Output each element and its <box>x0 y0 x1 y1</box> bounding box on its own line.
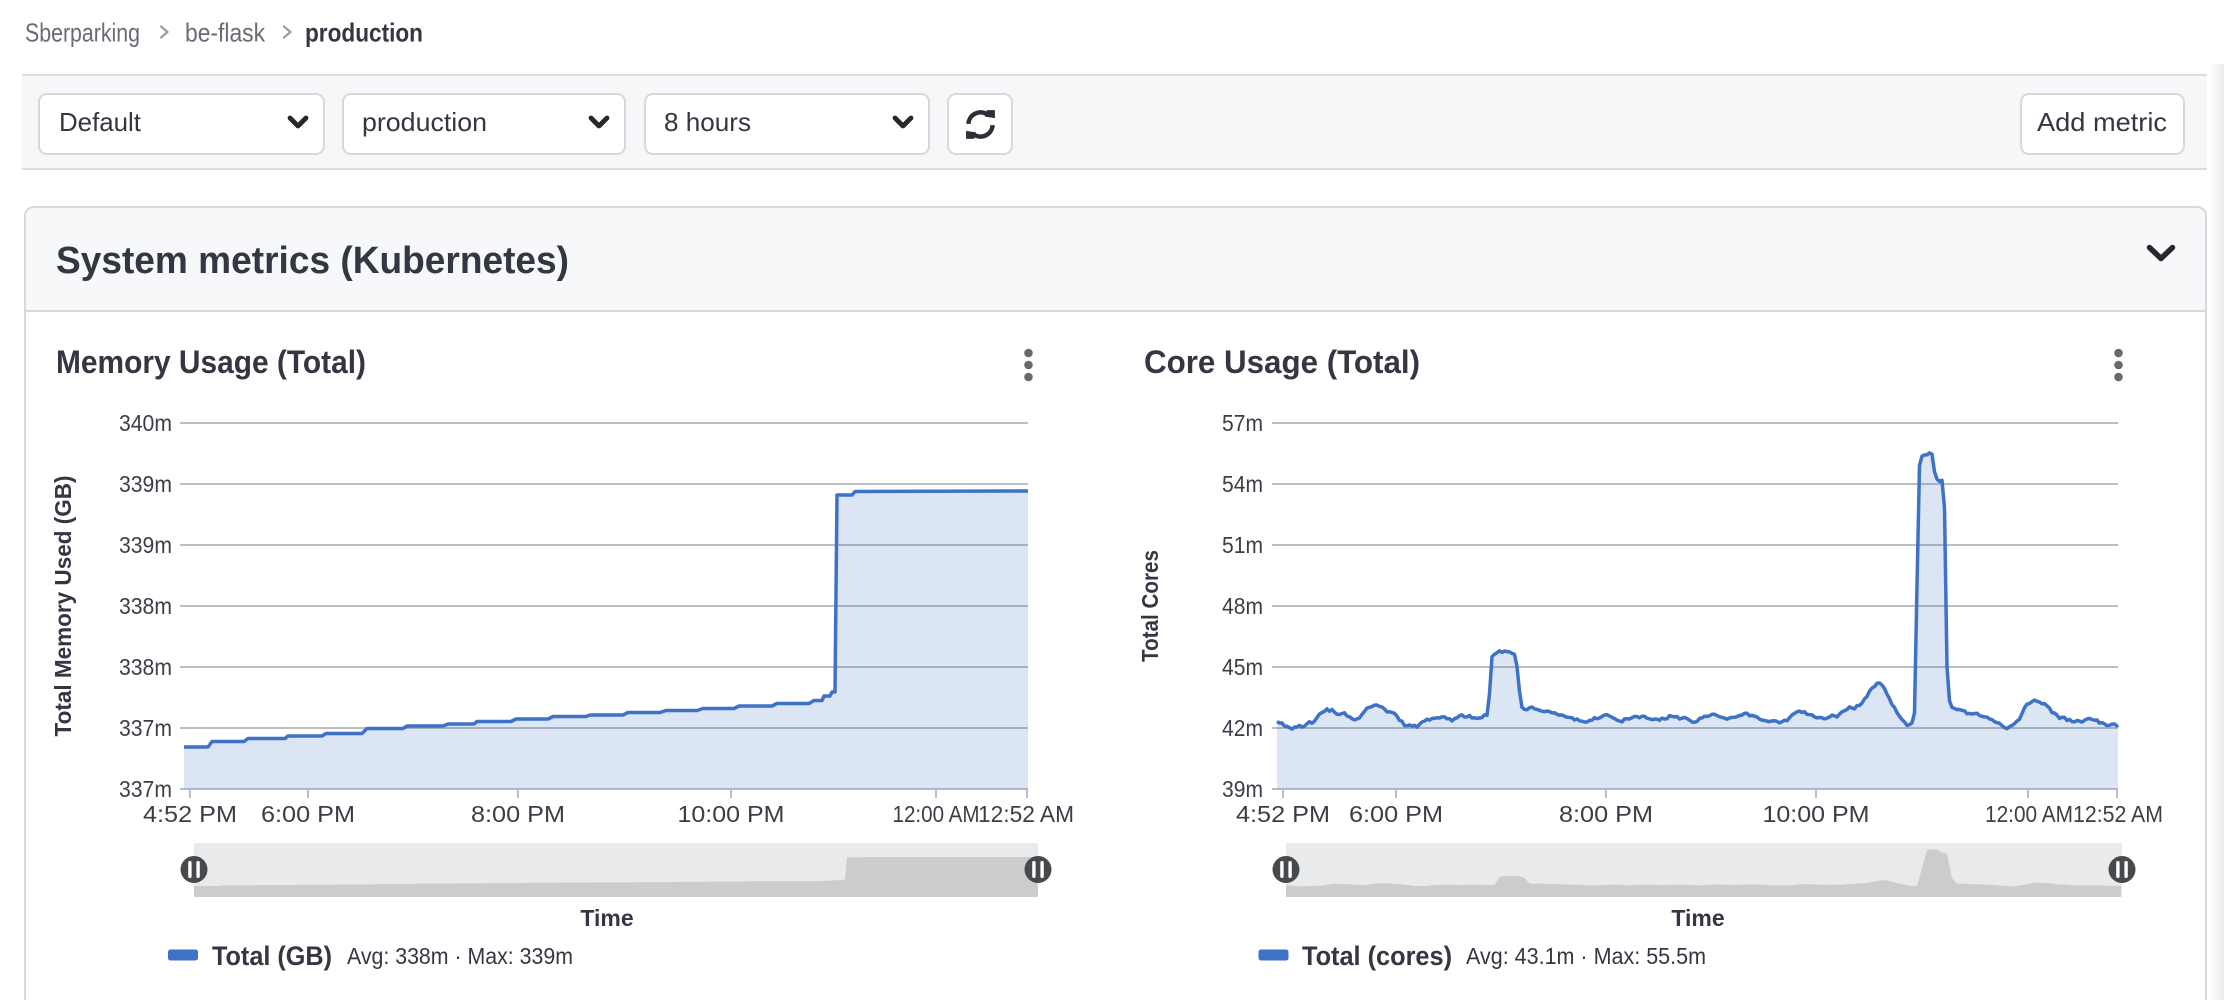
svg-text:Time: Time <box>1671 905 1724 931</box>
svg-text:10:00 PM: 10:00 PM <box>1763 801 1870 827</box>
svg-text:338m: 338m <box>119 654 172 680</box>
svg-text:Core Usage (Total): Core Usage (Total) <box>1144 344 1420 380</box>
svg-text:8 hours: 8 hours <box>664 107 751 137</box>
svg-text:Add metric: Add metric <box>2037 107 2167 137</box>
svg-text:12:52 AM: 12:52 AM <box>2073 801 2163 827</box>
svg-text:6:00 PM: 6:00 PM <box>261 801 355 827</box>
svg-text:12:00 AM: 12:00 AM <box>893 801 980 827</box>
svg-text:Memory Usage (Total): Memory Usage (Total) <box>56 344 366 380</box>
svg-text:Avg: 43.1m · Max: 55.5m: Avg: 43.1m · Max: 55.5m <box>1466 943 1706 969</box>
svg-text:45m: 45m <box>1222 654 1263 680</box>
svg-text:Total (GB): Total (GB) <box>212 941 332 971</box>
svg-text:Total (cores): Total (cores) <box>1302 941 1452 971</box>
svg-text:42m: 42m <box>1222 715 1263 741</box>
svg-text:10:00 PM: 10:00 PM <box>678 801 785 827</box>
svg-text:Total Cores: Total Cores <box>1137 550 1163 662</box>
svg-text:48m: 48m <box>1222 593 1263 619</box>
svg-text:6:00 PM: 6:00 PM <box>1349 801 1443 827</box>
svg-text:339m: 339m <box>119 471 172 497</box>
svg-text:340m: 340m <box>119 410 172 436</box>
svg-text:8:00 PM: 8:00 PM <box>1559 801 1653 827</box>
svg-text:Total Memory Used (GB): Total Memory Used (GB) <box>50 476 76 737</box>
svg-text:Sberparking: Sberparking <box>25 18 140 48</box>
svg-text:production: production <box>362 107 487 137</box>
svg-text:12:00 AM: 12:00 AM <box>1985 801 2073 827</box>
svg-text:57m: 57m <box>1222 410 1263 436</box>
svg-text:51m: 51m <box>1222 532 1263 558</box>
svg-text:338m: 338m <box>119 593 172 619</box>
svg-text:8:00 PM: 8:00 PM <box>471 801 565 827</box>
svg-text:12:52 AM: 12:52 AM <box>978 801 1074 827</box>
svg-text:337m: 337m <box>119 776 172 802</box>
svg-text:339m: 339m <box>119 532 172 558</box>
svg-text:be-flask: be-flask <box>185 18 266 48</box>
svg-text:production: production <box>305 18 423 48</box>
svg-text:Avg: 338m · Max: 339m: Avg: 338m · Max: 339m <box>347 943 573 969</box>
svg-text:39m: 39m <box>1222 776 1263 802</box>
svg-text:54m: 54m <box>1222 471 1263 497</box>
svg-text:Default: Default <box>59 107 142 137</box>
svg-text:4:52 PM: 4:52 PM <box>143 801 237 827</box>
svg-text:System metrics (Kubernetes): System metrics (Kubernetes) <box>56 240 569 282</box>
svg-text:337m: 337m <box>119 715 172 741</box>
svg-text:4:52 PM: 4:52 PM <box>1236 801 1330 827</box>
svg-text:Time: Time <box>580 905 633 931</box>
